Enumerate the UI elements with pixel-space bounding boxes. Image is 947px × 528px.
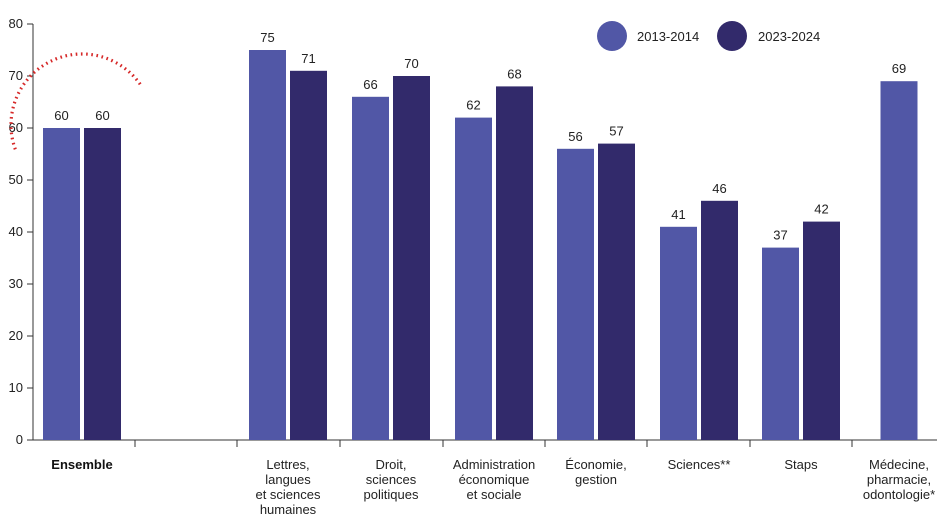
bar-value-label: 71: [301, 51, 315, 66]
x-category-label: Lettres, langues et sciences humaines: [255, 457, 321, 517]
y-tick-label: 0: [16, 432, 23, 447]
x-category-label: Administration économique et sociale: [453, 457, 535, 502]
legend-swatch: [717, 21, 747, 51]
y-tick-label: 40: [9, 224, 23, 239]
bar-2023-2024: [598, 143, 635, 440]
bar-2023-2024: [803, 221, 840, 440]
bar-2023-2024: [84, 128, 121, 440]
chart-bars: [43, 50, 918, 441]
chart-value-labels: 60 75 66 62 56 41 37 69 60 71 70 68 57 46 42: [54, 30, 906, 243]
x-category-label: Économie, gestion: [565, 457, 626, 487]
bar-2023-2024: [496, 86, 533, 441]
bar-value-label: 70: [404, 56, 418, 71]
bar-2023-2024: [290, 70, 327, 441]
y-tick-label: 20: [9, 328, 23, 343]
bar-value-label: 41: [671, 207, 685, 222]
bar-value-label: 68: [507, 66, 521, 81]
chart-legend: 2013-2014 2023-2024: [597, 21, 820, 51]
bar-2013-2014: [660, 226, 697, 440]
bar-2013-2014: [762, 247, 799, 440]
x-category-label: Médecine, pharmacie, odontologie*: [863, 457, 935, 502]
y-tick-label: 10: [9, 380, 23, 395]
legend-label: 2023-2024: [758, 29, 820, 44]
bar-value-label: 57: [609, 124, 623, 139]
bar-value-label: 62: [466, 98, 480, 113]
bar-2013-2014: [249, 50, 286, 440]
bar-2013-2014: [880, 81, 918, 440]
chart-category-labels: Ensemble Lettres, langues et sciences humain…: [51, 457, 935, 517]
bar-2013-2014: [557, 148, 594, 441]
x-category-label: Droit, sciences politiques: [364, 457, 419, 502]
x-category-label: Staps: [784, 457, 818, 472]
bar-value-label: 37: [773, 228, 787, 243]
bar-value-label: 42: [814, 202, 828, 217]
bar-2023-2024: [393, 76, 430, 440]
bar-value-label: 66: [363, 77, 377, 92]
bar-value-label: 60: [54, 108, 68, 123]
x-category-label: Sciences**: [668, 457, 731, 472]
y-tick-label: 80: [9, 16, 23, 31]
bar-2013-2014: [455, 117, 492, 440]
bar-value-label: 60: [95, 108, 109, 123]
bar-value-label: 46: [712, 181, 726, 196]
legend-label: 2013-2014: [637, 29, 699, 44]
bar-2013-2014: [43, 128, 80, 440]
chart-axes: 0 10 20 30 40 50 60 70 80: [9, 16, 937, 447]
bar-value-label: 75: [260, 30, 274, 45]
bar-2023-2024: [701, 200, 738, 440]
y-tick-label: 30: [9, 276, 23, 291]
bar-2013-2014: [352, 96, 389, 441]
bar-value-label: 56: [568, 129, 582, 144]
legend-swatch: [597, 21, 627, 51]
y-tick-label: 50: [9, 172, 23, 187]
y-tick-label: 70: [9, 68, 23, 83]
bar-value-label: 69: [892, 61, 906, 76]
x-category-label: Ensemble: [51, 457, 112, 472]
